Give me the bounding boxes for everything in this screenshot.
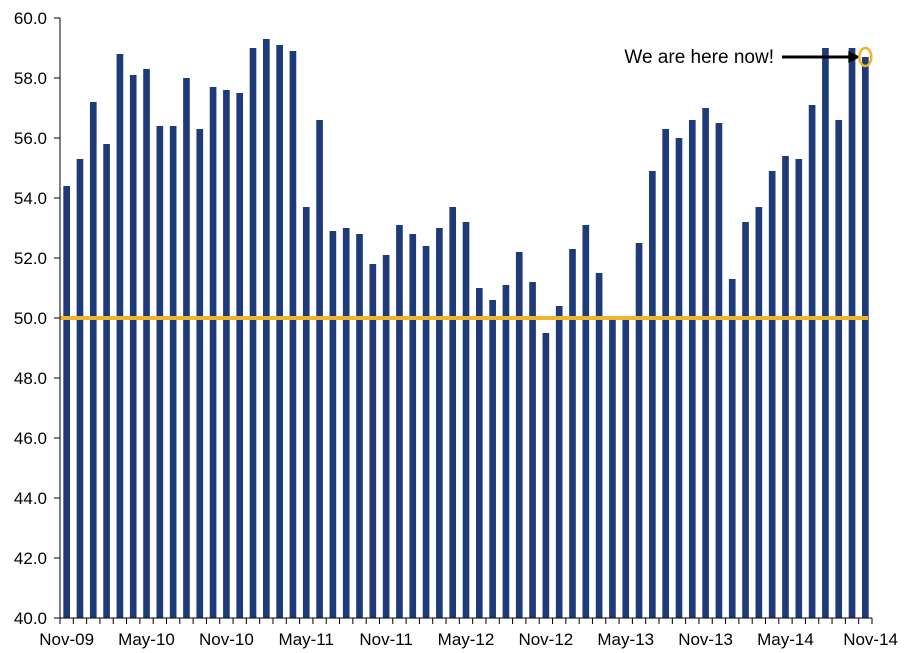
bar-jun-10 [156, 126, 164, 618]
bar-oct-12 [529, 282, 536, 618]
bar-aug-10 [183, 78, 190, 618]
x-tick-label: Nov-10 [199, 630, 254, 649]
bar-dec-10 [236, 93, 244, 618]
bar-nov-09 [63, 186, 70, 618]
bar-aug-11 [342, 228, 350, 618]
x-tick-label: May-11 [279, 630, 334, 649]
x-tick-label: Nov-09 [39, 630, 94, 649]
y-tick-label: 56.0 [14, 129, 47, 148]
bar-jun-11 [316, 120, 323, 618]
x-tick-label: Nov-11 [359, 630, 413, 649]
bar-jul-12 [489, 300, 496, 618]
y-tick-label: 44.0 [14, 489, 47, 508]
bar-oct-14 [848, 48, 856, 618]
bar-feb-12 [422, 246, 430, 618]
bar-apr-12 [449, 207, 457, 618]
x-tick-label: May-13 [597, 630, 654, 649]
bar-jul-11 [329, 231, 337, 618]
bar-dec-12 [555, 306, 563, 618]
bar-apr-11 [289, 51, 297, 618]
bar-oct-13 [688, 120, 696, 618]
y-tick-label: 60.0 [14, 9, 47, 28]
y-tick-label: 50.0 [14, 309, 47, 328]
bar-sep-14 [835, 120, 843, 618]
bar-nov-13 [702, 108, 709, 618]
x-tick-label: May-14 [757, 630, 814, 649]
bar-dec-11 [396, 225, 403, 618]
bar-apr-14 [768, 171, 776, 618]
bar-mar-13 [595, 273, 603, 618]
bar-sep-13 [675, 138, 683, 618]
x-tick-label: Nov-13 [678, 630, 733, 649]
annotation-highlight-ring [858, 46, 873, 68]
x-tick-label: Nov-12 [518, 630, 573, 649]
bar-aug-12 [502, 285, 510, 618]
bar-dec-09 [76, 159, 84, 618]
bar-feb-13 [582, 225, 590, 618]
bar-nov-11 [382, 255, 390, 618]
bar-jul-14 [808, 105, 816, 618]
bar-nov-12 [542, 333, 550, 618]
bar-jan-12 [409, 234, 417, 618]
bar-may-14 [782, 156, 789, 618]
bar-aug-14 [822, 48, 829, 618]
y-tick-label: 58.0 [14, 69, 47, 88]
bar-sep-12 [515, 252, 523, 618]
bar-may-12 [462, 222, 470, 618]
bar-sep-10 [196, 129, 204, 618]
y-tick-label: 40.0 [14, 609, 47, 628]
bar-feb-14 [742, 222, 749, 618]
bar-jun-13 [635, 243, 643, 618]
bar-nov-10 [223, 90, 230, 618]
y-tick-label: 54.0 [14, 189, 47, 208]
y-axis-ticks: 40.0 42.0 44.0 46.0 48.0 50.0 52.0 54.0 56.0 58.0… [14, 9, 60, 628]
bar-dec-13 [715, 123, 723, 618]
annotation-arrowhead [848, 51, 861, 63]
bar-oct-11 [369, 264, 377, 618]
y-tick-label: 48.0 [14, 369, 47, 388]
bar-may-11 [302, 207, 310, 618]
x-tick-label: May-12 [438, 630, 495, 649]
bar-mar-14 [755, 207, 763, 618]
x-tick-label: May-10 [118, 630, 175, 649]
bar-may-13 [622, 318, 630, 618]
y-tick-label: 46.0 [14, 429, 47, 448]
bar-jun-12 [475, 288, 483, 618]
bar-feb-11 [263, 39, 270, 618]
bar-mar-11 [276, 45, 283, 618]
bar-jul-13 [649, 171, 656, 618]
x-axis-ticks: Nov-09 May-10 Nov-10 May-11 Nov-11 May-12 Nov-… [39, 618, 898, 649]
bar-mar-10 [116, 54, 124, 618]
y-tick-label: 52.0 [14, 249, 47, 268]
bar-feb-10 [103, 144, 110, 618]
bar-aug-13 [662, 129, 669, 618]
bar-may-10 [143, 69, 150, 618]
bar-jan-13 [569, 249, 576, 618]
bar-apr-10 [129, 75, 137, 618]
x-tick-label: Nov-14 [843, 630, 898, 649]
bar-apr-13 [609, 318, 616, 618]
bar-mar-12 [436, 228, 443, 618]
bar-nov-14 [862, 57, 869, 618]
bar-jan-11 [249, 48, 257, 618]
bars-group [63, 39, 869, 618]
bar-jan-10 [89, 102, 97, 618]
bar-oct-10 [209, 87, 217, 618]
bar-sep-11 [356, 234, 363, 618]
annotation-text: We are here now! [624, 47, 774, 68]
bar-jun-14 [795, 159, 803, 618]
y-tick-label: 42.0 [14, 549, 47, 568]
bar-jan-14 [728, 279, 736, 618]
bar-jul-10 [169, 126, 177, 618]
